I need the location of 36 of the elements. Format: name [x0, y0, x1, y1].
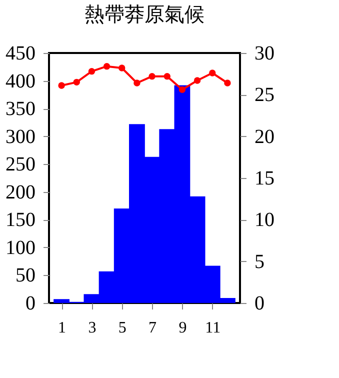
y-tick-label: 50 — [16, 264, 36, 287]
point — [209, 70, 216, 76]
point — [224, 80, 231, 86]
y-tick-label: 300 — [6, 126, 36, 148]
y2-tick-label: 15 — [254, 168, 274, 190]
y2-tick-label: 10 — [254, 209, 274, 232]
point — [178, 86, 186, 94]
point — [73, 78, 80, 86]
y-tick-label: 400 — [6, 70, 36, 92]
x-tick-label: 7 — [148, 320, 157, 336]
y-tick-label: 100 — [6, 236, 36, 259]
y-tick-label: 250 — [6, 154, 36, 176]
point — [134, 80, 140, 86]
x-tick-label: 9 — [178, 320, 187, 336]
y2-tick-label: 30 — [254, 42, 274, 64]
point — [148, 72, 156, 80]
y2-tick-label: 25 — [254, 84, 274, 106]
x-tick-label: 5 — [118, 320, 126, 336]
y2-tick-label: 20 — [254, 126, 274, 148]
point — [88, 68, 96, 75]
x-tick-label: 3 — [88, 320, 96, 336]
x-tick-label: 1 — [58, 320, 66, 336]
chart-title: 熱帶莽原氣候 — [84, 4, 204, 26]
point — [58, 82, 65, 89]
y2-tick-label: 0 — [254, 292, 264, 314]
x-tick-label: 11 — [205, 320, 221, 336]
point — [103, 62, 110, 70]
y-tick-label: 150 — [6, 209, 36, 232]
point — [164, 72, 170, 80]
y-tick-label: 350 — [6, 98, 36, 120]
y2-tick-label: 5 — [254, 250, 264, 273]
point — [194, 77, 201, 84]
point — [118, 64, 126, 72]
y-tick-label: 450 — [6, 42, 36, 64]
y-tick-label: 0 — [26, 292, 36, 314]
y-tick-label: 200 — [6, 181, 36, 204]
